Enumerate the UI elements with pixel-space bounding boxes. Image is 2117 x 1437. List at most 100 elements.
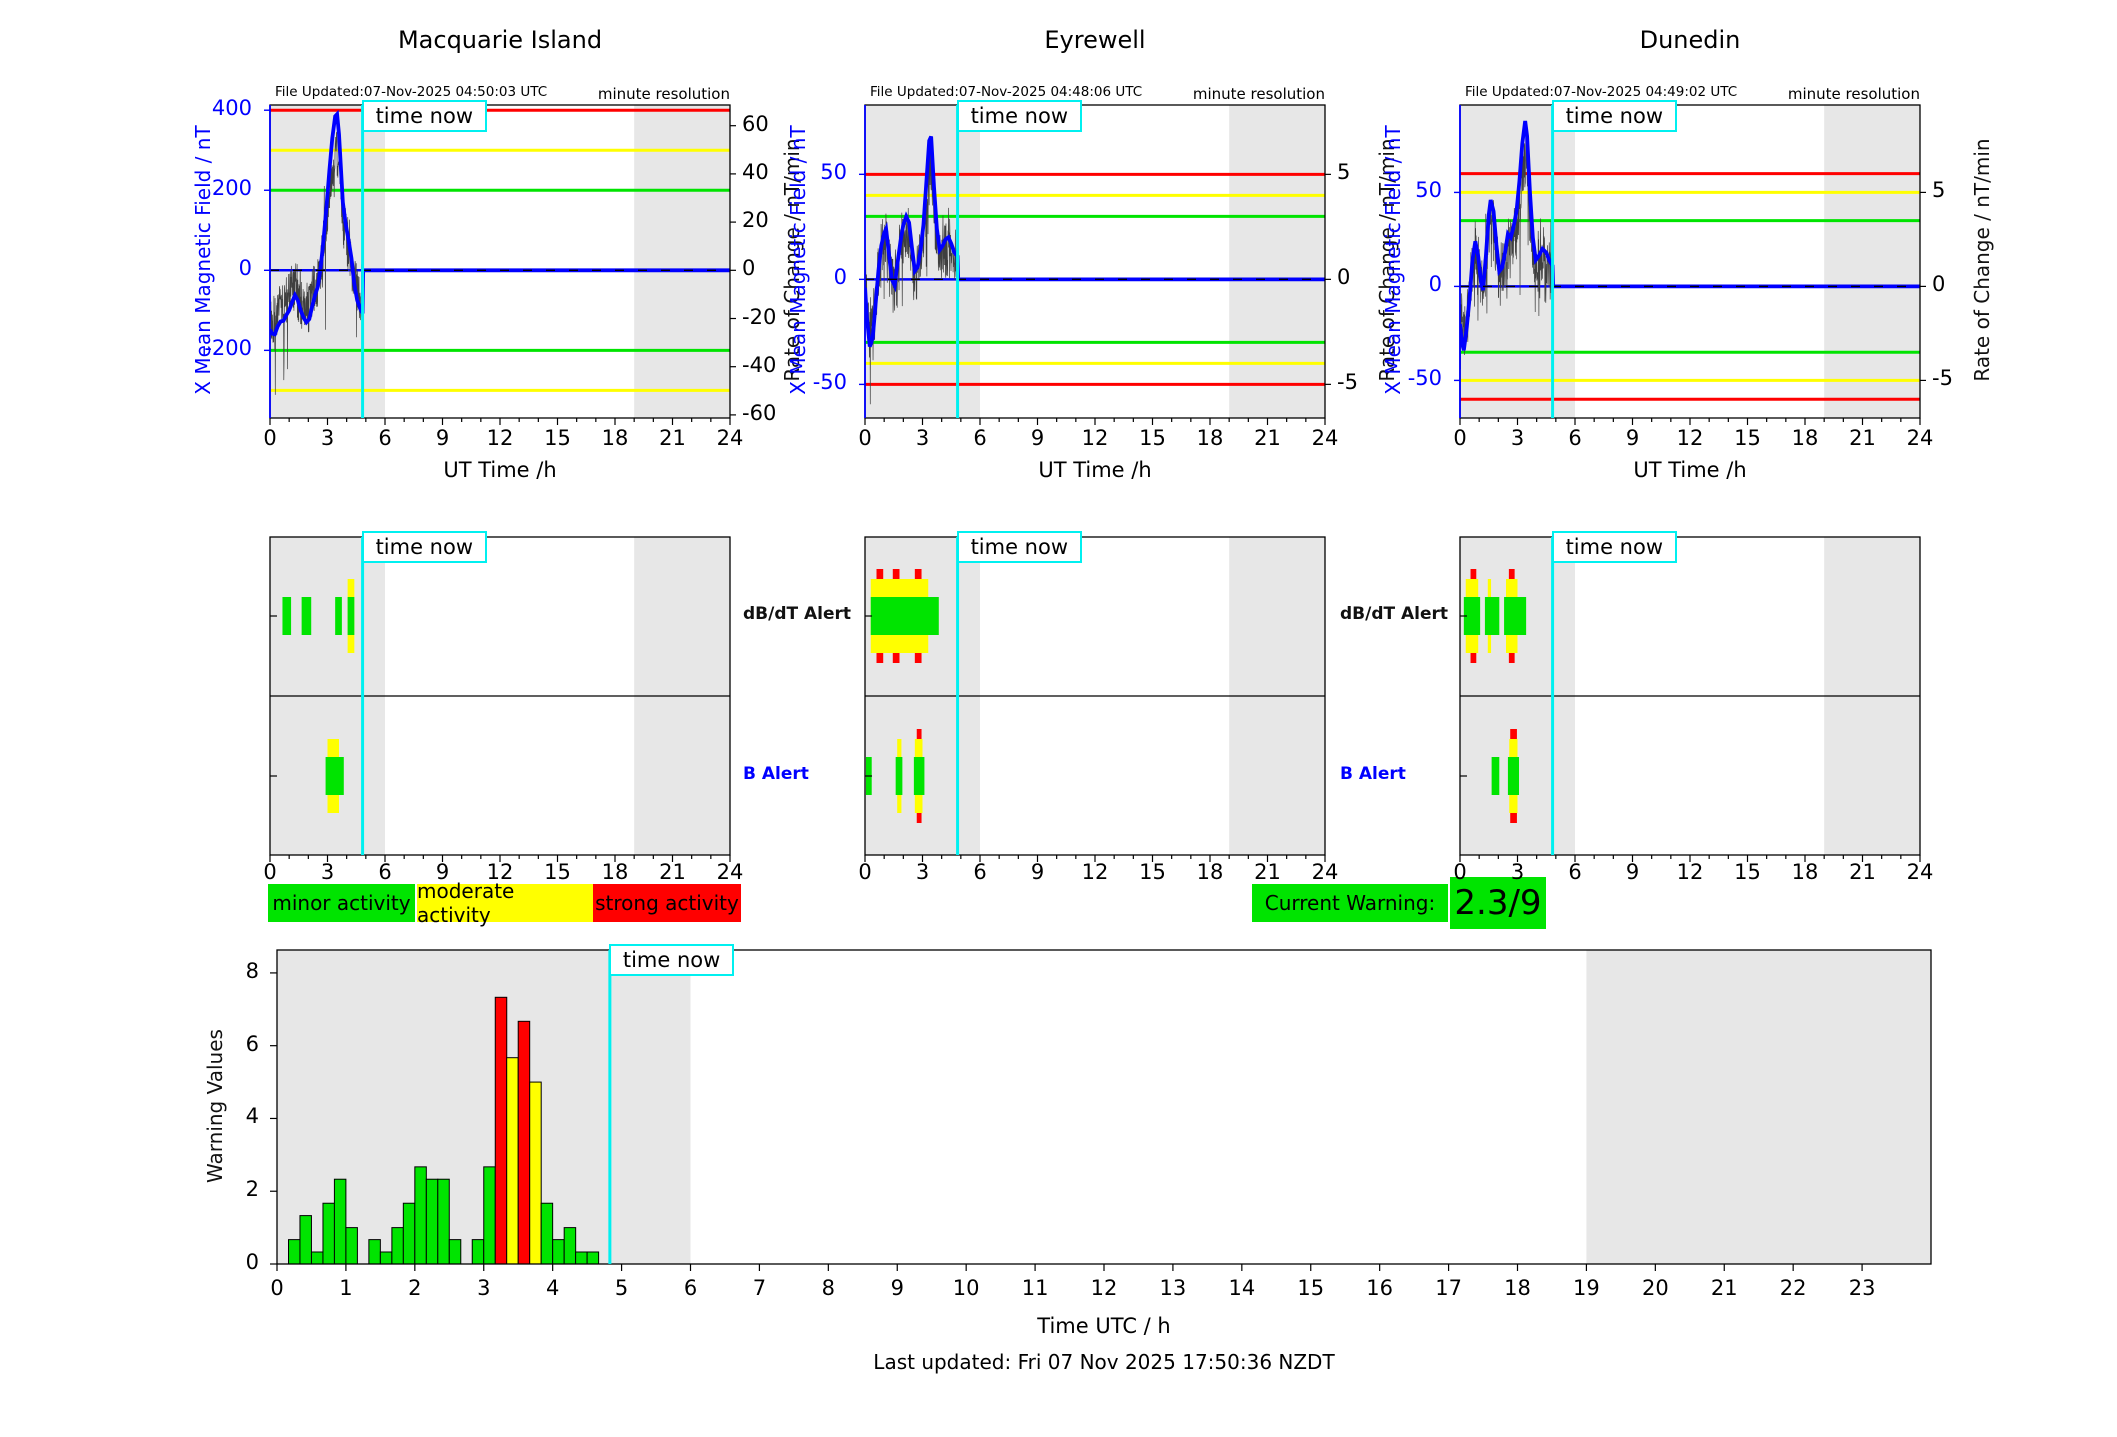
ytick-left-1: 0 <box>833 265 847 290</box>
minute-resolution-2: minute resolution <box>1787 85 1920 103</box>
legend-moderate-activity: moderate activity <box>417 879 593 927</box>
xtick-1: 9 <box>1030 426 1045 450</box>
xtick-0: 24 <box>716 426 744 450</box>
xtick-2: 6 <box>1568 426 1582 450</box>
b-alert-label-1: B Alert <box>743 764 809 784</box>
xtick-2: 18 <box>1791 426 1819 450</box>
ytick-right-1: -5 <box>1337 370 1358 395</box>
alert-xtick-0: 12 <box>486 860 514 884</box>
bottom-xaxis-title: Time UTC / h <box>1037 1314 1171 1338</box>
warning-xtick: 14 <box>1228 1276 1256 1300</box>
alert-panel-0 <box>269 536 731 862</box>
xaxis-title-2: UT Time /h <box>1633 458 1747 482</box>
ytick-right-0: -20 <box>742 304 777 329</box>
warning-xtick: 20 <box>1641 1276 1669 1300</box>
alert-xtick-1: 21 <box>1254 860 1281 884</box>
warning-ylabel: Warning Values <box>203 1029 227 1183</box>
xtick-0: 0 <box>263 426 277 450</box>
b-alert-label-2: B Alert <box>1340 764 1406 784</box>
xaxis-title-1: UT Time /h <box>1038 458 1152 482</box>
time-now-label-plot-0: time now <box>361 100 488 132</box>
alert-xtick-0: 18 <box>601 860 629 884</box>
warning-xtick: 4 <box>545 1276 560 1300</box>
alert-xtick-2: 9 <box>1625 860 1640 884</box>
ytick-left-2: 0 <box>1428 272 1442 297</box>
ytick-left-0: -200 <box>204 336 252 361</box>
last-updated-text: Last updated: Fri 07 Nov 2025 17:50:36 N… <box>873 1350 1335 1374</box>
station-title-1: Eyrewell <box>1044 26 1146 54</box>
xtick-1: 6 <box>973 426 987 450</box>
alert-xtick-1: 0 <box>858 860 872 884</box>
ylabel-left-0: X Mean Magnetic Field / nT <box>191 125 215 395</box>
ytick-right-0: 60 <box>742 111 769 136</box>
alert-xtick-2: 12 <box>1676 860 1704 884</box>
ytick-right-0: 20 <box>742 208 769 233</box>
warning-xtick: 11 <box>1021 1276 1049 1300</box>
alert-xtick-0: 24 <box>716 860 744 884</box>
xtick-1: 15 <box>1139 426 1166 450</box>
alert-xtick-0: 15 <box>544 860 571 884</box>
alert-xtick-1: 9 <box>1030 860 1045 884</box>
alert-xtick-2: 24 <box>1906 860 1934 884</box>
ytick-right-0: 40 <box>742 159 769 184</box>
alert-xtick-0: 3 <box>320 860 335 884</box>
minute-resolution-0: minute resolution <box>597 85 730 103</box>
xtick-0: 3 <box>320 426 335 450</box>
ylabel-left-1: X Mean Magnetic Field / nT <box>786 125 810 395</box>
file-updated-1: File Updated:07-Nov-2025 04:48:06 UTC <box>870 84 1143 100</box>
station-title-0: Macquarie Island <box>397 26 603 54</box>
warning-xtick: 12 <box>1090 1276 1118 1300</box>
alert-panel-1 <box>864 536 1326 862</box>
station-plot-2 <box>1454 104 1926 425</box>
file-updated-2: File Updated:07-Nov-2025 04:49:02 UTC <box>1465 84 1738 100</box>
file-updated-0: File Updated:07-Nov-2025 04:50:03 UTC <box>275 84 548 100</box>
ytick-right-0: 0 <box>742 256 756 281</box>
warning-xtick: 5 <box>614 1276 629 1300</box>
warning-xtick: 2 <box>408 1276 422 1300</box>
xtick-0: 15 <box>544 426 571 450</box>
warning-xtick: 18 <box>1504 1276 1531 1300</box>
xtick-2: 3 <box>1510 426 1525 450</box>
xtick-2: 9 <box>1625 426 1640 450</box>
alert-xtick-0: 9 <box>435 860 450 884</box>
alert-xtick-2: 15 <box>1734 860 1761 884</box>
xtick-0: 18 <box>601 426 629 450</box>
alert-xtick-0: 21 <box>659 860 686 884</box>
xtick-2: 15 <box>1734 426 1761 450</box>
time-now-label-plot-2: time now <box>1551 100 1678 132</box>
legend-minor-activity: minor activity <box>268 884 415 922</box>
station-plot-1 <box>859 104 1331 425</box>
alert-xtick-1: 24 <box>1311 860 1339 884</box>
ytick-left-0: 400 <box>211 96 252 121</box>
alert-xtick-1: 12 <box>1081 860 1109 884</box>
time-now-label-plot-1: time now <box>956 100 1083 132</box>
warning-xtick: 21 <box>1710 1276 1738 1300</box>
warning-xtick: 3 <box>477 1276 491 1300</box>
warning-xtick: 17 <box>1435 1276 1462 1300</box>
alert-panel-2 <box>1459 536 1921 862</box>
ytick-right-0: -60 <box>742 400 777 425</box>
warning-ytick: 0 <box>245 1250 259 1274</box>
xtick-1: 21 <box>1254 426 1281 450</box>
ytick-right-1: 0 <box>1337 265 1351 290</box>
warning-ytick: 8 <box>245 958 259 983</box>
ytick-left-0: 0 <box>238 256 252 281</box>
warning-xtick: 7 <box>752 1276 767 1300</box>
time-now-label-alert-1: time now <box>956 531 1083 563</box>
warning-ytick: 6 <box>245 1031 259 1056</box>
xaxis-title-0: UT Time /h <box>443 458 557 482</box>
station-title-2: Dunedin <box>1639 26 1741 54</box>
xtick-1: 12 <box>1081 426 1109 450</box>
xtick-1: 24 <box>1311 426 1339 450</box>
alert-xtick-1: 3 <box>915 860 930 884</box>
xtick-1: 3 <box>915 426 930 450</box>
ytick-left-1: -50 <box>812 370 847 395</box>
ylabel-left-2: X Mean Magnetic Field / nT <box>1381 125 1405 395</box>
ytick-right-0: -40 <box>742 352 777 377</box>
time-now-label-alert-2: time now <box>1551 531 1678 563</box>
time-now-label-warning: time now <box>608 944 735 976</box>
warning-xtick: 13 <box>1159 1276 1187 1300</box>
alert-xtick-2: 3 <box>1510 860 1525 884</box>
warning-xtick: 6 <box>683 1276 698 1300</box>
